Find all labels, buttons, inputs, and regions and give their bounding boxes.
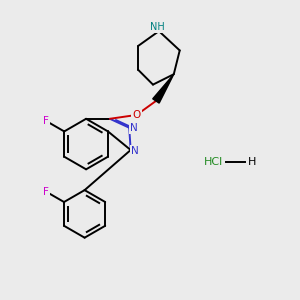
Text: H: H xyxy=(248,157,257,167)
Text: F: F xyxy=(43,116,49,126)
Text: N: N xyxy=(131,146,139,157)
Text: NH: NH xyxy=(150,22,165,32)
Polygon shape xyxy=(153,74,174,103)
Text: N: N xyxy=(130,123,137,133)
Text: HCl: HCl xyxy=(204,157,224,167)
Text: F: F xyxy=(43,187,49,196)
Text: O: O xyxy=(133,110,141,120)
